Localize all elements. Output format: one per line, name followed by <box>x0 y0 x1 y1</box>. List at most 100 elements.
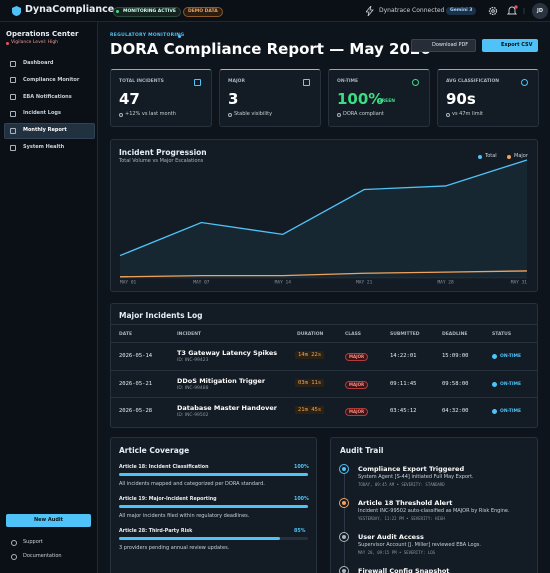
model-pill[interactable]: Gemini 3 <box>446 7 477 15</box>
kpi-note-icon <box>119 112 123 117</box>
export-button[interactable]: Export CSV <box>482 39 538 52</box>
x-tick-label: MAY 28 <box>437 279 454 285</box>
cell-incident: Database Master Handover <box>177 404 277 412</box>
kpi-note: Stable visibility <box>234 111 273 117</box>
cell-duration: 03m 11s <box>295 378 325 387</box>
article-label: Article 18: Incident Classification <box>119 465 209 470</box>
footer-link[interactable]: Documentation <box>23 553 62 559</box>
cell-class: MAJOR <box>345 353 369 361</box>
chart-card <box>110 139 538 292</box>
nav-item[interactable]: System Health <box>23 144 65 150</box>
cell-submitted: 03:45:12 <box>390 408 417 414</box>
audit-item-title: Compliance Export Triggered <box>358 465 465 473</box>
kpi-tag: GREEN <box>378 99 396 104</box>
column-header: CLASS <box>345 332 361 337</box>
cell-class: MAJOR <box>345 408 369 416</box>
audit-item-meta: YESTERDAY, 11:22 PM • SEVERITY: HIGH <box>358 516 445 521</box>
kpi-card <box>437 69 539 127</box>
kpi-value: 100% <box>337 90 384 108</box>
cell-id: ID: INC-99502 <box>177 413 209 418</box>
nav-active <box>4 123 95 140</box>
sidebar-title: Operations Center <box>6 30 79 38</box>
kpi-card <box>110 69 212 127</box>
audit-item-desc: Supervisor Account [J. Miller] reviewed … <box>358 542 481 548</box>
legend-label: Total <box>485 153 497 159</box>
demo-pill: DEMO DATA <box>183 7 223 17</box>
sidebar <box>0 22 98 573</box>
cell-id: ID: INC-99488 <box>177 385 209 391</box>
cell-deadline: 09:58:00 <box>442 380 469 387</box>
kpi-label: TOTAL INCIDENTS <box>119 79 164 84</box>
area <box>120 160 527 278</box>
report-title: DORA Compliance Report — May 2026 <box>110 40 431 58</box>
nav-item[interactable]: Incident Logs <box>23 110 61 117</box>
row-divider <box>111 397 537 398</box>
bolt-icon <box>366 6 374 16</box>
settings-icon[interactable] <box>488 6 498 16</box>
kpi-value: 3 <box>228 90 239 108</box>
cell-duration: 14m 22s <box>295 351 325 359</box>
status-icon <box>492 354 497 359</box>
status-dot <box>116 10 119 13</box>
cell-class: MAJOR <box>345 380 369 389</box>
x-tick-label: MAY 07 <box>193 279 210 285</box>
legend-dot <box>478 155 482 159</box>
column-header: DATE <box>119 332 133 337</box>
kpi-note: +12% vs last month <box>125 111 176 117</box>
footer-icon <box>11 540 17 546</box>
nav-item[interactable]: Monthly Report <box>23 127 67 134</box>
download-button[interactable]: Download PDF <box>411 39 476 52</box>
column-header: STATUS <box>492 332 512 337</box>
cell-deadline: 15:09:00 <box>442 353 469 359</box>
legend-dot <box>507 155 511 159</box>
kpi-note-icon <box>337 112 341 117</box>
article-percent: 100% <box>294 497 309 502</box>
timeline-dot-core <box>342 535 346 539</box>
timeline-dot-core <box>342 569 346 573</box>
plot: MAY 01 MAY 07 MAY 14 MAY 21 MAY 28 MAY 31 <box>119 159 528 285</box>
article-label: Article 28: Third-Party Risk <box>119 529 193 534</box>
footer-link[interactable]: Support <box>23 539 43 545</box>
kpi-value: 90s <box>446 90 476 108</box>
kpi-icon <box>412 79 419 86</box>
x-tick-label: MAY 01 <box>120 279 137 285</box>
nav-icon <box>10 110 16 117</box>
new-audit-button[interactable]: New Audit <box>6 514 91 527</box>
series-line <box>119 159 528 257</box>
eyebrow: REGULATORY MONITORING <box>110 33 185 38</box>
cell-date: 2026-05-14 <box>119 353 153 359</box>
kpi-note: vs 47m limit <box>452 111 483 117</box>
cell-status: ON-TIME <box>500 409 522 414</box>
status-pill: MONITORING ACTIVE <box>113 7 181 17</box>
logo-icon <box>12 6 21 16</box>
nav-item[interactable]: EBA Notifications <box>23 93 72 100</box>
progress-bar <box>119 473 308 476</box>
audit-item-title: Article 18 Threshold Alert <box>358 499 453 507</box>
kpi-label: AVG CLASSIFICATION <box>446 79 500 84</box>
timeline-dot-core <box>342 467 346 471</box>
timeline <box>343 470 345 573</box>
article-label: Article 19: Major-Incident Reporting <box>119 497 217 502</box>
nav-item[interactable]: Dashboard <box>23 60 54 66</box>
audit-item-title: Firewall Config Snapshot <box>358 567 450 573</box>
article-note: 3 providers pending annual review update… <box>119 545 230 551</box>
column-header: DURATION <box>297 332 324 337</box>
x-tick-label: MAY 21 <box>356 279 373 285</box>
audit-item-meta: TODAY, 09:45 AM • SEVERITY: STANDARD <box>358 482 445 487</box>
article-note: All incidents mapped and categorized per… <box>119 481 265 487</box>
kpi-note-icon <box>228 112 232 117</box>
nav-item[interactable]: Compliance Monitor <box>23 76 80 83</box>
kpi-value: 47 <box>119 90 140 108</box>
notification-icon[interactable] <box>507 5 518 16</box>
nav-icon <box>10 94 16 101</box>
cell-status: ON-TIME <box>500 354 522 359</box>
avatar[interactable]: JD <box>532 3 548 19</box>
legend-label: Major <box>514 153 528 159</box>
divider <box>523 8 525 14</box>
kpi-note-icon <box>446 112 450 117</box>
eyebrow-dot <box>178 34 181 38</box>
cell-date: 2026-05-21 <box>119 380 153 387</box>
audit-card <box>330 437 538 573</box>
kpi-icon <box>194 79 201 86</box>
kpi-label: ON-TIME <box>337 79 359 84</box>
